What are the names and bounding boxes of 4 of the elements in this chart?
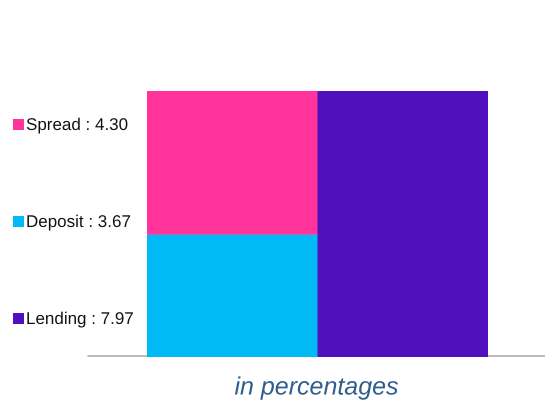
legend-label: Deposit : 3.67 bbox=[26, 212, 131, 231]
legend-label: Lending : 7.97 bbox=[26, 309, 134, 328]
legend-label: Spread : 4.30 bbox=[26, 115, 128, 134]
x-axis-title: in percentages bbox=[234, 372, 399, 400]
